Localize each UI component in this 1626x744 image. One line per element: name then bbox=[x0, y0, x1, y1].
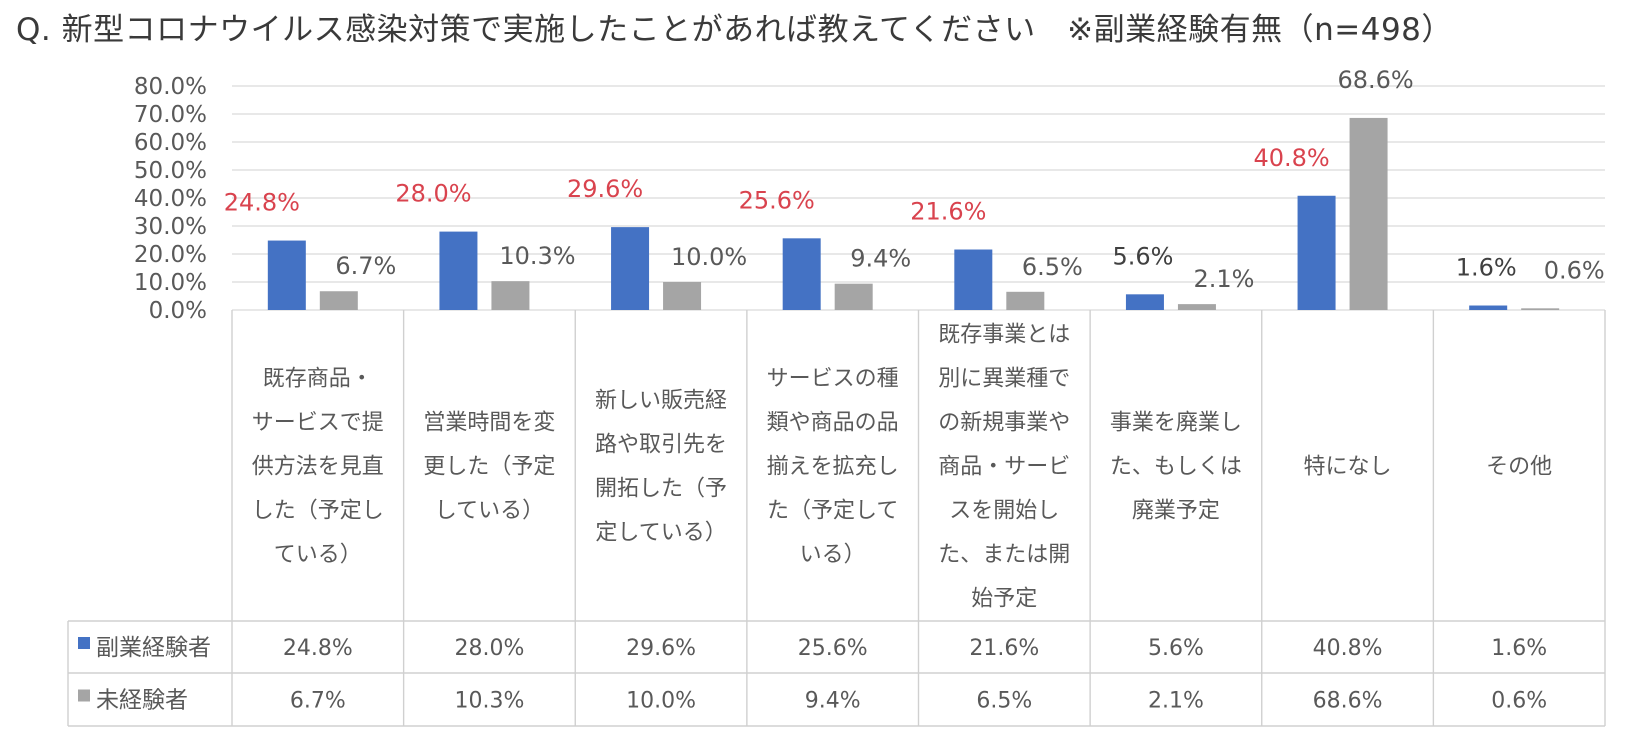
table-cell: 10.3% bbox=[454, 689, 524, 714]
category-label: その他 bbox=[1486, 455, 1552, 480]
data-label-series2: 10.0% bbox=[671, 243, 747, 271]
table-cell: 9.4% bbox=[805, 689, 861, 714]
legend-label-series1: 副業経験者 bbox=[96, 635, 211, 661]
category-label: 事業を廃業し bbox=[1110, 411, 1242, 436]
category-label: 別に異業種で bbox=[938, 367, 1070, 392]
category-label: 廃業予定 bbox=[1132, 499, 1220, 524]
category-label: 始予定 bbox=[971, 587, 1037, 612]
y-tick-label: 20.0% bbox=[134, 242, 207, 268]
data-label-series2: 0.6% bbox=[1544, 256, 1605, 284]
table-cell: 68.6% bbox=[1313, 689, 1383, 714]
category-label: スを開始し bbox=[949, 499, 1059, 524]
y-tick-label: 70.0% bbox=[134, 102, 207, 128]
y-tick-label: 60.0% bbox=[134, 130, 207, 156]
data-label-series2: 9.4% bbox=[850, 245, 911, 273]
bar-series2 bbox=[1521, 308, 1560, 310]
y-tick-label: 0.0% bbox=[149, 298, 207, 324]
data-label-series2: 6.5% bbox=[1022, 253, 1083, 281]
y-tick-label: 80.0% bbox=[134, 74, 207, 100]
bar-series1 bbox=[1297, 195, 1336, 310]
category-label: た、もしくは bbox=[1110, 455, 1242, 480]
category-label: サービスで提 bbox=[252, 411, 384, 436]
category-label: 商品・サービ bbox=[938, 455, 1070, 480]
bar-series1 bbox=[782, 238, 821, 310]
category-label: ている） bbox=[274, 543, 362, 568]
table-cell: 21.6% bbox=[969, 636, 1039, 661]
category-label: の新規事業や bbox=[938, 411, 1070, 436]
data-label-series1: 5.6% bbox=[1112, 242, 1173, 270]
category-label: 類や商品の品 bbox=[767, 411, 899, 436]
category-label: 更した（予定 bbox=[423, 455, 555, 480]
category-label: した（予定し bbox=[252, 499, 384, 524]
category-label: 開拓した（予 bbox=[595, 477, 727, 502]
bar-series2 bbox=[491, 281, 530, 310]
category-label: た、または開 bbox=[938, 543, 1070, 568]
table-cell: 10.0% bbox=[626, 689, 696, 714]
data-label-series1: 21.6% bbox=[910, 198, 986, 226]
data-label-series2: 68.6% bbox=[1337, 66, 1413, 94]
table-cell: 0.6% bbox=[1491, 689, 1547, 714]
data-label-series2: 10.3% bbox=[499, 242, 575, 270]
category-label: いる） bbox=[800, 543, 866, 568]
page-title: Q. 新型コロナウイルス感染対策で実施したことがあれば教えてください ※副業経験… bbox=[16, 12, 1453, 48]
category-label: 特になし bbox=[1304, 455, 1392, 480]
data-label-series1: 29.6% bbox=[567, 175, 643, 203]
legend-swatch-series2 bbox=[78, 689, 90, 702]
data-label-series1: 1.6% bbox=[1456, 254, 1517, 282]
category-label: 営業時間を変 bbox=[423, 411, 555, 436]
category-label: 定している） bbox=[595, 521, 726, 546]
data-label-series2: 2.1% bbox=[1193, 265, 1254, 293]
y-tick-label: 40.0% bbox=[134, 186, 207, 212]
data-label-series1: 40.8% bbox=[1253, 144, 1329, 172]
category-label: 新しい販売経 bbox=[595, 389, 727, 414]
table-cell: 25.6% bbox=[798, 636, 868, 661]
category-label: 揃えを拡充し bbox=[767, 455, 899, 480]
bar-series2 bbox=[1006, 291, 1045, 310]
table-cell: 24.8% bbox=[283, 636, 353, 661]
bar-series1 bbox=[611, 227, 650, 310]
table-cell: 6.7% bbox=[290, 689, 346, 714]
data-label-series1: 24.8% bbox=[224, 189, 300, 217]
table-cell: 5.6% bbox=[1148, 636, 1204, 661]
y-tick-label: 10.0% bbox=[134, 270, 207, 296]
table-cell: 2.1% bbox=[1148, 689, 1204, 714]
y-tick-label: 30.0% bbox=[134, 214, 207, 240]
y-tick-label: 50.0% bbox=[134, 158, 207, 184]
category-label: 供方法を見直 bbox=[252, 455, 384, 480]
category-label: 既存商品・ bbox=[263, 367, 373, 392]
bar-series1 bbox=[1469, 305, 1508, 310]
category-label: している） bbox=[435, 499, 544, 524]
table-cell: 6.5% bbox=[976, 689, 1032, 714]
legend-swatch-series1 bbox=[78, 637, 90, 649]
bar-series2 bbox=[1349, 117, 1388, 310]
bar-series2 bbox=[319, 291, 358, 310]
bar-series1 bbox=[954, 249, 993, 310]
bar-series1 bbox=[1125, 294, 1164, 310]
table-cell: 40.8% bbox=[1313, 636, 1383, 661]
bar-series1 bbox=[267, 240, 306, 310]
data-label-series1: 28.0% bbox=[395, 180, 471, 208]
bar-series1 bbox=[439, 231, 478, 310]
bar-series2 bbox=[1177, 304, 1216, 310]
category-label: た（予定して bbox=[767, 499, 898, 524]
category-label: 既存事業とは bbox=[938, 323, 1070, 348]
table-cell: 29.6% bbox=[626, 636, 696, 661]
legend-label-series2: 未経験者 bbox=[96, 688, 188, 714]
table-cell: 1.6% bbox=[1491, 636, 1547, 661]
bar-series2 bbox=[834, 283, 873, 310]
data-label-series1: 25.6% bbox=[739, 186, 815, 214]
category-label: サービスの種 bbox=[767, 367, 899, 392]
data-label-series2: 6.7% bbox=[335, 252, 396, 280]
bar-series2 bbox=[663, 282, 702, 310]
category-label: 路や取引先を bbox=[595, 433, 727, 458]
table-cell: 28.0% bbox=[454, 636, 524, 661]
